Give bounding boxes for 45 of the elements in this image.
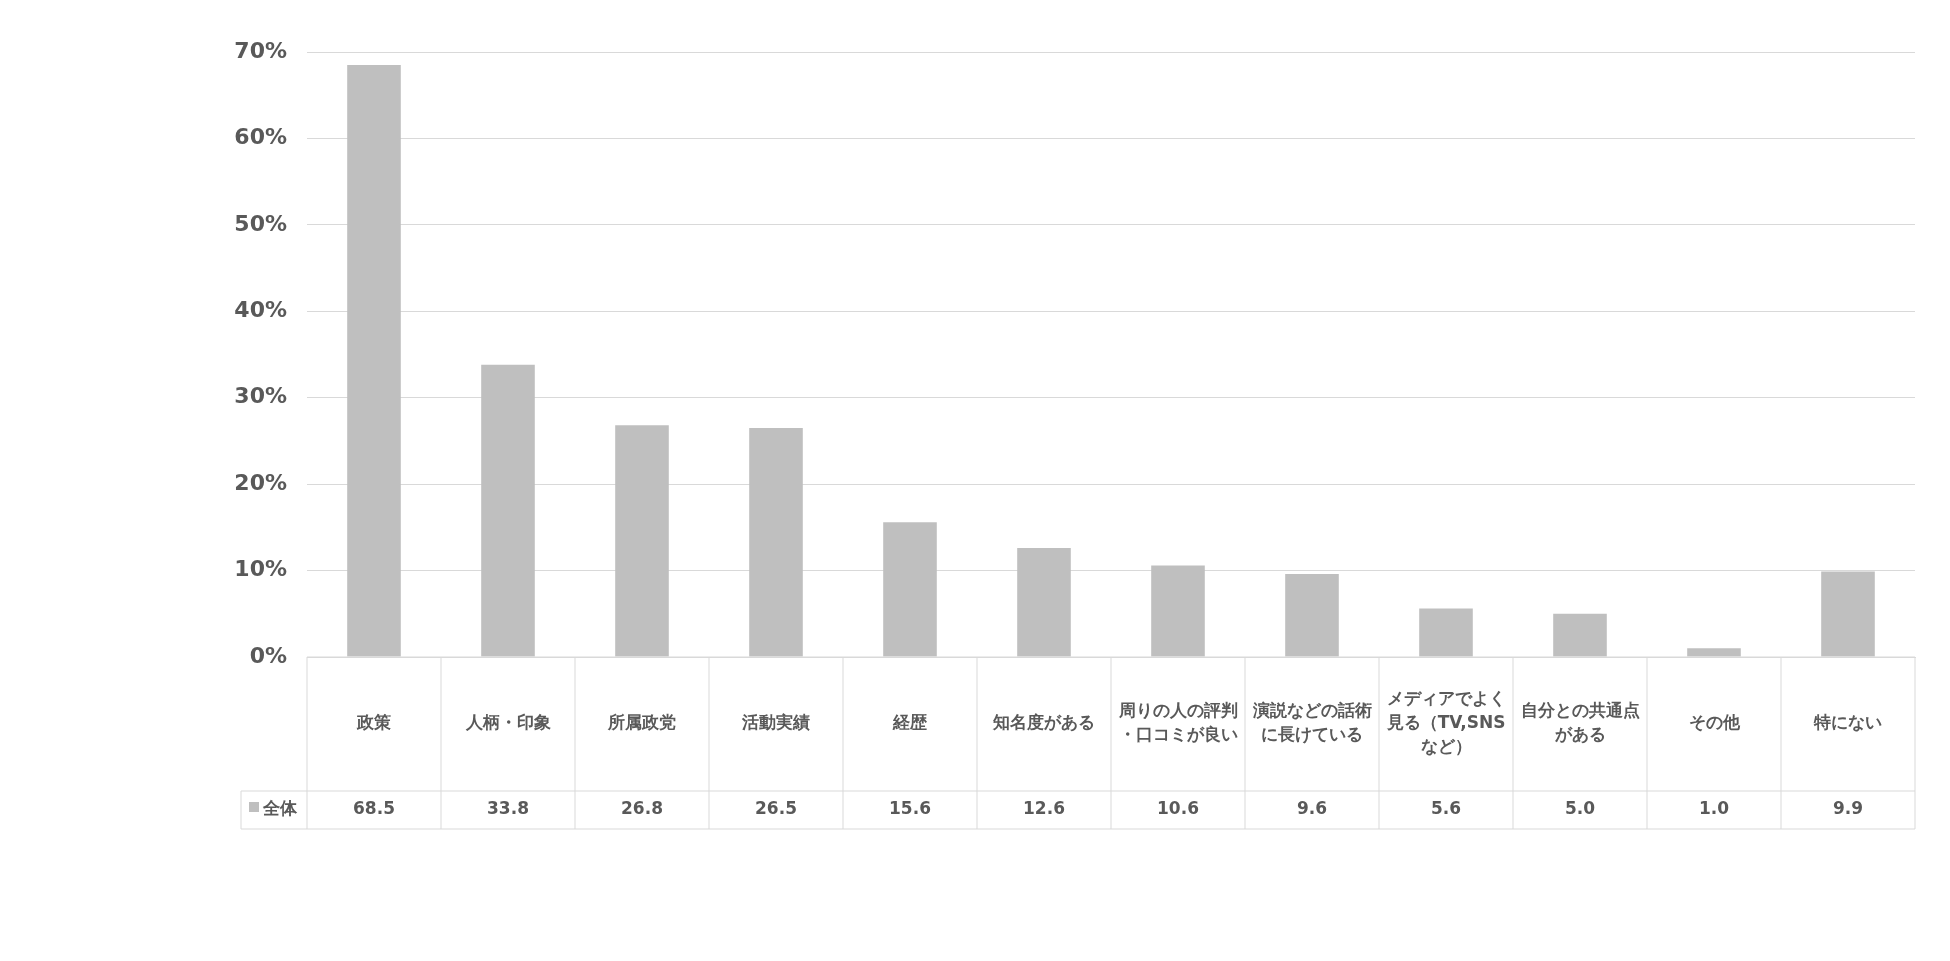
data-label: 26.8 [621,798,663,819]
data-label: 26.5 [755,798,797,819]
y-tick-label: 0% [249,642,287,668]
data-label: 9.6 [1296,798,1328,819]
data-label: 5.6 [1430,798,1462,819]
bar [1553,613,1607,657]
x-tick-label: 自分との共通点がある [1520,700,1640,745]
legend-label: 全体 [262,798,298,819]
y-tick-label: 40% [234,297,287,322]
x-tick-label: 経歴 [892,712,927,733]
x-tick-label: その他 [1688,712,1741,733]
y-tick-label: 60% [234,124,287,150]
data-label: 10.6 [1157,798,1199,819]
bar [749,427,803,657]
bar [883,522,937,657]
data-label: 5.0 [1564,798,1596,819]
bar [1151,565,1205,657]
bar [1017,548,1071,657]
y-tick-label: 20% [234,469,287,495]
y-tick-label: 10% [234,556,287,582]
x-tick-label: 周りの人の評判・口コミが良い [1117,700,1238,745]
x-tick-label: 人柄・印象 [464,712,551,733]
data-label: 33.8 [487,798,529,819]
data-label: 12.6 [1023,798,1065,819]
data-label: 1.0 [1698,798,1730,819]
x-tick-label: 知名度がある [992,712,1095,733]
bar [1419,608,1473,657]
bar [347,64,401,657]
x-tick-label: 所属政党 [607,712,676,733]
bar [615,425,669,657]
y-tick-label: 50% [234,210,287,236]
bar [481,364,535,657]
data-label: 15.6 [889,798,931,819]
y-tick-label: 30% [234,383,287,409]
data-label: 9.9 [1832,798,1864,819]
y-tick-label: 70% [234,37,287,63]
x-tick-label: メディアでよく見る（TV,SNSなど） [1385,688,1506,757]
bar [1285,574,1339,657]
x-tick-label: 活動実績 [741,712,810,733]
x-tick-label: 政策 [356,712,391,733]
x-tick-label: 特にない [1813,712,1882,733]
bar [1687,648,1741,657]
data-label: 68.5 [353,798,395,819]
x-tick-label: 演説などの話術に長けている [1251,700,1372,745]
bar [1821,571,1875,657]
